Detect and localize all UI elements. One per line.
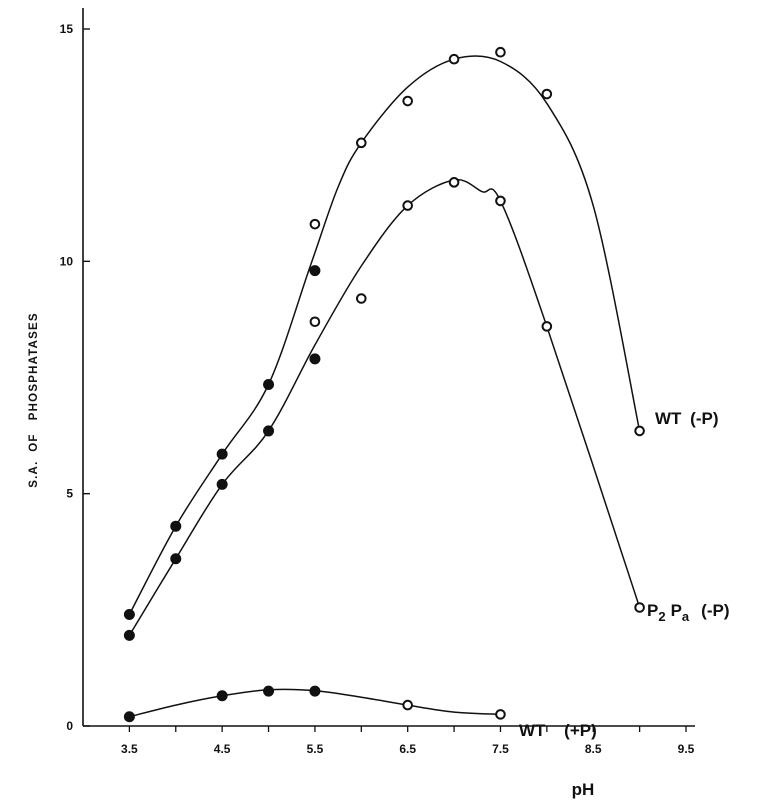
series-label-wt-plus-p: WT (+P) — [519, 721, 597, 740]
x-tick-label: 4.5 — [214, 742, 231, 756]
data-point — [309, 218, 321, 230]
data-point — [356, 293, 367, 304]
data-point — [495, 46, 506, 58]
x-ticks: 3.5 4.5 5.5 6.5 7.5 8.5 9.5 — [121, 726, 695, 756]
data-point — [216, 690, 228, 702]
data-point — [170, 520, 182, 532]
x-axis-label: pH — [572, 780, 595, 799]
series-curves — [128, 55, 641, 718]
data-point — [263, 425, 275, 437]
x-tick-label: 7.5 — [492, 742, 509, 756]
data-point — [170, 553, 182, 565]
data-point — [309, 353, 321, 365]
data-point — [495, 709, 506, 720]
series-line-0 — [128, 55, 641, 615]
x-tick-label: 5.5 — [307, 742, 324, 756]
data-point — [541, 88, 553, 100]
data-point — [356, 137, 367, 149]
data-point — [634, 602, 645, 613]
y-tick-label: 15 — [60, 22, 74, 36]
y-tick-label: 5 — [66, 487, 73, 501]
series-label-wt-minus-p: WT (-P) — [655, 409, 719, 428]
data-point — [448, 53, 460, 65]
data-point — [216, 478, 228, 490]
data-point — [495, 195, 506, 207]
data-point — [402, 699, 413, 711]
series-points — [123, 46, 645, 723]
data-point — [402, 95, 413, 107]
axes — [82, 8, 695, 727]
x-tick-label: 3.5 — [121, 742, 138, 756]
y-axis-label: S.A. OF PHOSPHATASES — [28, 312, 40, 487]
y-tick-label: 0 — [66, 719, 73, 733]
data-point — [448, 177, 460, 188]
data-point — [634, 425, 645, 437]
data-point — [309, 265, 321, 277]
data-point — [309, 685, 321, 697]
data-point — [541, 321, 553, 332]
data-point — [123, 608, 135, 620]
data-point — [123, 711, 135, 723]
data-point — [309, 316, 321, 328]
x-tick-label: 8.5 — [585, 742, 602, 756]
data-point — [263, 685, 275, 697]
y-ticks: 0 5 10 15 — [60, 22, 90, 733]
data-point — [123, 629, 135, 641]
series-label-p2pa-minus-p: P2 Pa (-P) — [647, 601, 729, 624]
y-tick-label: 10 — [60, 254, 74, 268]
data-point — [263, 378, 275, 390]
x-tick-label: 9.5 — [678, 742, 695, 756]
series-line-1 — [128, 178, 641, 636]
x-tick-label: 6.5 — [399, 742, 416, 756]
data-point — [216, 448, 228, 460]
data-point — [402, 200, 413, 211]
